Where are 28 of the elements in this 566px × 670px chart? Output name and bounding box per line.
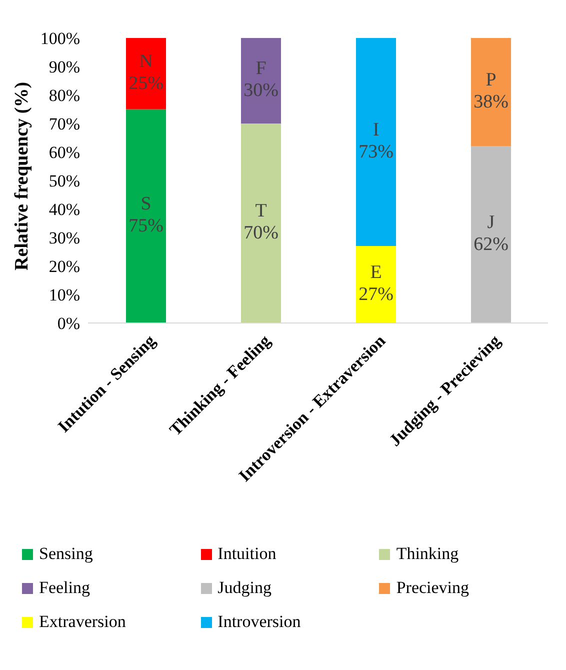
legend-label: Sensing bbox=[39, 544, 93, 564]
legend-label: Judging bbox=[218, 578, 272, 598]
y-tick-label: 90% bbox=[48, 58, 80, 77]
legend-label: Feeling bbox=[39, 578, 90, 598]
data-label: F 30% bbox=[244, 58, 279, 102]
data-label: I 73% bbox=[358, 119, 394, 162]
data-label: T 70% bbox=[244, 200, 279, 244]
data-label: N 25% bbox=[128, 50, 164, 94]
legend-label: Thinking bbox=[396, 544, 459, 564]
legend-label: Precieving bbox=[396, 578, 470, 598]
y-axis-title: Relative frequency (%) bbox=[12, 82, 33, 270]
y-tick-label: 40% bbox=[48, 200, 80, 220]
y-tick-label: 10% bbox=[48, 286, 80, 305]
y-tick-label: 50% bbox=[48, 172, 80, 191]
y-tick-label: 100% bbox=[40, 29, 80, 48]
legend-label: Extraversion bbox=[39, 612, 126, 632]
y-tick-label: 80% bbox=[48, 86, 80, 106]
data-label: E 27% bbox=[358, 262, 394, 305]
legend-label: Intuition bbox=[218, 544, 276, 564]
legend-label: Introversion bbox=[218, 612, 301, 632]
y-tick-label: 20% bbox=[48, 257, 80, 276]
y-tick-label: 30% bbox=[48, 228, 80, 248]
y-tick-label: 70% bbox=[48, 114, 80, 134]
y-tick-label: 60% bbox=[48, 143, 80, 162]
data-label: J 62% bbox=[474, 212, 509, 256]
data-label: P 38% bbox=[474, 70, 509, 113]
y-tick-label: 0% bbox=[57, 314, 80, 334]
data-label: S 75% bbox=[128, 193, 164, 236]
